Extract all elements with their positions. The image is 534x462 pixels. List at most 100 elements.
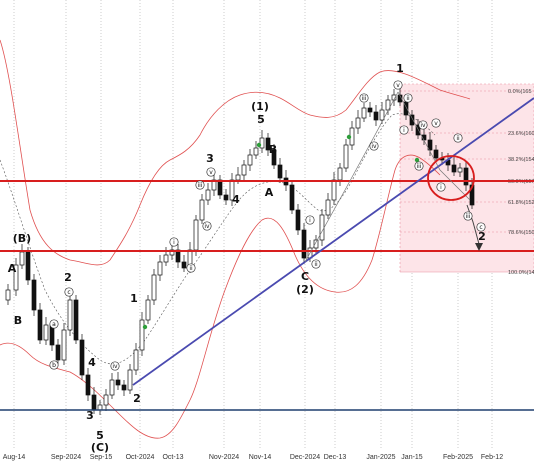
wave-label: (B): [13, 232, 31, 245]
circled-wave-text: iv: [112, 363, 118, 370]
circled-wave-text: ii: [314, 261, 318, 268]
candle: [127, 364, 133, 394]
circled-wave-label: iv: [369, 141, 379, 151]
circled-wave-text: iv: [420, 122, 426, 129]
circled-wave-label: ii: [186, 263, 196, 273]
x-tick-label: Oct-13: [162, 454, 183, 461]
candle: [79, 334, 85, 380]
candle: [241, 160, 247, 180]
circled-wave-label: v: [393, 80, 403, 90]
circled-wave-label: b: [49, 360, 59, 370]
wave-label: 1: [130, 292, 138, 305]
candle: [25, 247, 31, 285]
wave-label: 2: [478, 230, 486, 243]
candle: [73, 295, 79, 344]
circled-wave-label: iv: [110, 361, 120, 371]
green-marker: [414, 157, 420, 163]
circled-wave-label: i: [399, 125, 409, 135]
candle: [205, 183, 211, 205]
candle: [265, 133, 271, 156]
candle: [343, 139, 349, 172]
candle: [43, 317, 49, 345]
fib-level-label: 78.6%(150: [508, 230, 534, 236]
candle: [5, 284, 11, 305]
x-tick-label: Sep-15: [90, 454, 113, 461]
candle: [103, 389, 109, 411]
x-tick-label: Aug-14: [3, 454, 26, 461]
bollinger-lower-band: [0, 154, 441, 439]
x-tick-label: Dec-13: [324, 454, 347, 461]
circled-wave-text: iii: [197, 182, 202, 189]
wave-label: (1): [251, 100, 269, 113]
x-tick-label: Feb-2025: [443, 454, 473, 461]
wave-label: A: [8, 262, 17, 275]
wave-label: A: [265, 186, 274, 199]
candle: [259, 130, 265, 153]
candle: [139, 312, 145, 356]
candle: [361, 103, 367, 122]
circled-wave-text: a: [52, 321, 56, 328]
x-tick-label: Feb-12: [481, 454, 503, 461]
circled-wave-text: iii: [361, 95, 366, 102]
candle: [55, 339, 61, 364]
wave-label: 4: [232, 193, 240, 206]
green-marker: [256, 142, 262, 148]
candle: [31, 274, 37, 316]
x-tick-label: Jan-2025: [366, 454, 395, 461]
circled-wave-label: v: [431, 118, 441, 128]
circled-wave-text: iv: [371, 143, 377, 150]
wave-label: 5: [257, 113, 265, 126]
circled-wave-text: c: [479, 224, 482, 231]
candle: [457, 163, 463, 177]
candle: [199, 194, 205, 224]
circled-wave-label: iv: [202, 221, 212, 231]
circled-wave-text: iv: [204, 223, 210, 230]
green-marker: [142, 324, 148, 330]
circled-wave-label: iv: [418, 120, 428, 130]
circled-wave-text: ii: [406, 95, 410, 102]
candle: [379, 102, 385, 124]
highlight-circle: [427, 155, 475, 201]
wave-label: 3: [86, 409, 94, 422]
candle: [61, 323, 67, 365]
candle: [157, 255, 163, 281]
projection-arrowhead: [475, 243, 483, 251]
candle: [181, 255, 187, 272]
candle: [115, 372, 121, 390]
wave-connector-1: [304, 91, 399, 263]
circled-wave-label: iii: [463, 211, 473, 221]
candle: [301, 223, 307, 264]
wave-label: 3: [206, 152, 214, 165]
bollinger-upper-band: [0, 39, 471, 266]
wave-label: (2): [296, 283, 314, 296]
candle: [223, 189, 229, 205]
green-marker: [346, 134, 352, 140]
candle: [151, 269, 157, 305]
candle: [325, 193, 331, 219]
wave-label: 1: [396, 62, 404, 75]
candle: [367, 102, 373, 117]
candle: [37, 303, 43, 344]
candle: [193, 215, 199, 256]
circled-wave-label: iii: [195, 180, 205, 190]
candle: [85, 368, 91, 401]
projection-path: [466, 204, 480, 245]
circled-wave-label: i: [436, 182, 446, 192]
x-tick-label: Oct-2024: [126, 454, 155, 461]
wave-label: C: [301, 270, 309, 283]
candle: [13, 258, 19, 296]
wave-label: 2: [64, 271, 72, 284]
candle: [463, 162, 469, 191]
fib-level-label: 38.2%(154: [508, 157, 534, 163]
x-tick-label: Nov-2024: [209, 454, 239, 461]
fib-level-label: 23.6%(160: [508, 131, 534, 137]
candle: [247, 149, 253, 171]
circled-wave-text: i: [440, 184, 442, 191]
circled-wave-text: b: [52, 362, 56, 369]
candle: [451, 157, 457, 176]
wave-connector-2: [397, 91, 471, 201]
circled-wave-label: iii: [359, 93, 369, 103]
circled-wave-label: c: [476, 222, 486, 232]
candle: [289, 180, 295, 214]
